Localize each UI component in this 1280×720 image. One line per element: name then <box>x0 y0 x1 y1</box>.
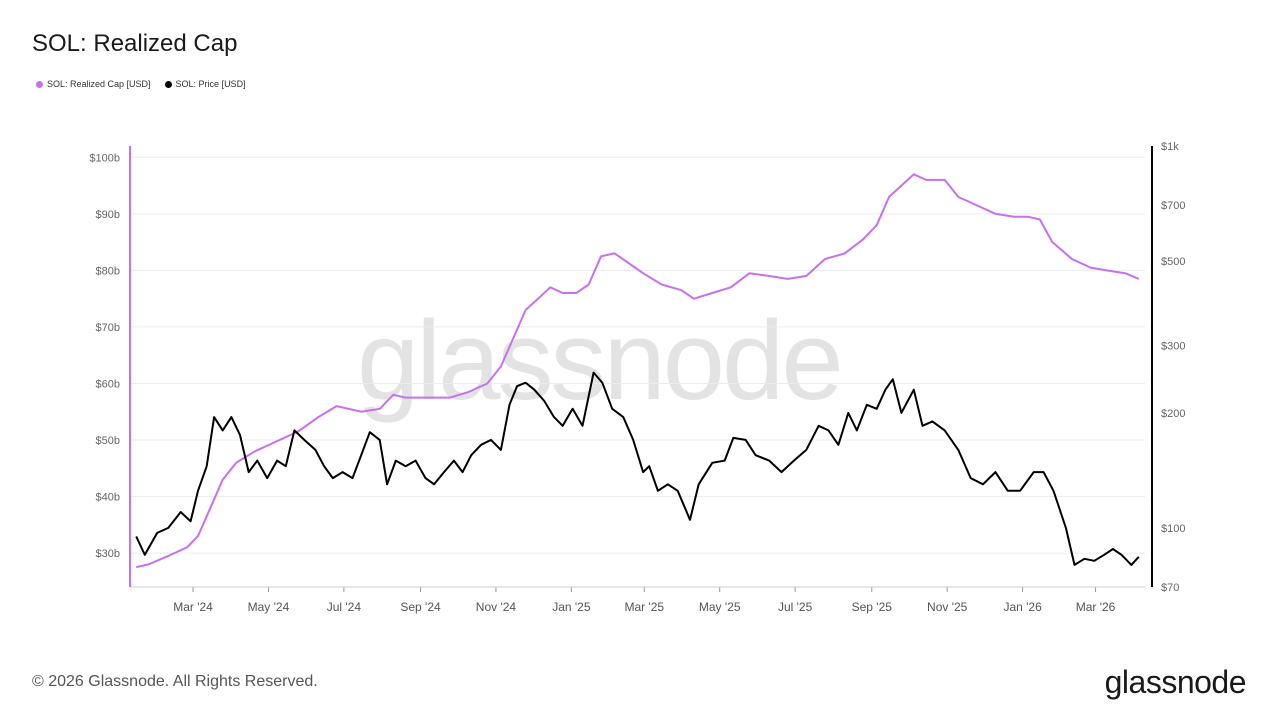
x-tick-label: Sep '24 <box>400 600 441 614</box>
series-line-realized-cap <box>135 173 1140 569</box>
x-tick-label: Nov '25 <box>927 600 968 614</box>
y-right-tick-label: $70 <box>1161 582 1179 594</box>
legend-label-realized-cap: SOL: Realized Cap [USD] <box>47 79 151 89</box>
x-tick-label: Jan '26 <box>1003 600 1042 614</box>
legend-label-price: SOL: Price [USD] <box>175 79 246 89</box>
chart-legend: SOL: Realized Cap [USD] SOL: Price [USD] <box>36 79 246 89</box>
series-line-price <box>135 371 1140 566</box>
legend-item-realized-cap[interactable]: SOL: Realized Cap [USD] <box>36 79 151 89</box>
legend-dot-price <box>164 80 172 88</box>
y-right-tick-label: $1k <box>1161 141 1179 153</box>
x-tick-label: Mar '25 <box>624 600 664 614</box>
y-left-tick-label: $50b <box>96 435 120 447</box>
x-tick-label: May '25 <box>699 600 741 614</box>
x-tick-label: Nov '24 <box>476 600 517 614</box>
x-tick-label: Jul '25 <box>778 600 813 614</box>
y-right-tick-label: $300 <box>1161 341 1185 353</box>
x-tick-label: Mar '26 <box>1076 600 1116 614</box>
y-left-tick-label: $60b <box>96 378 120 390</box>
x-tick-label: May '24 <box>248 600 290 614</box>
y-left-tick-label: $80b <box>96 265 120 277</box>
y-left-tick-label: $30b <box>96 548 120 560</box>
legend-dot-realized-cap <box>36 80 43 88</box>
x-tick-label: Jul '24 <box>327 600 362 614</box>
y-right-tick-label: $700 <box>1161 200 1185 212</box>
y-left-tick-label: $100b <box>89 152 120 164</box>
y-right-tick-label: $100 <box>1161 523 1185 535</box>
y-right-tick-label: $200 <box>1161 408 1185 420</box>
page-title: SOL: Realized Cap <box>32 30 238 57</box>
y-left-tick-label: $90b <box>96 209 120 221</box>
x-tick-label: Jan '25 <box>552 600 591 614</box>
x-tick-label: Sep '25 <box>852 600 893 614</box>
glassnode-logo: glassnode <box>1104 664 1247 700</box>
y-left-tick-label: $40b <box>96 492 120 504</box>
x-tick-label: Mar '24 <box>173 600 213 614</box>
y-left-tick-label: $70b <box>96 322 120 334</box>
legend-item-price[interactable]: SOL: Price [USD] <box>164 79 246 89</box>
copyright-text: © 2026 Glassnode. All Rights Reserved. <box>32 673 318 690</box>
watermark-logo: glassnode <box>357 298 844 423</box>
y-right-tick-label: $500 <box>1161 256 1185 268</box>
